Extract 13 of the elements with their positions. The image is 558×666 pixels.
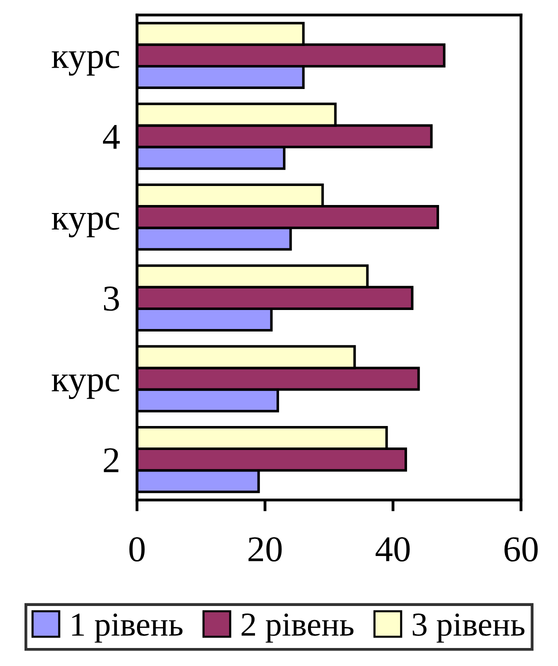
- y-tick-label: 2: [104, 448, 118, 472]
- y-tick-label: курс: [52, 212, 120, 238]
- y-tick-label: 4: [102, 125, 120, 149]
- x-tick-label: 40: [376, 537, 410, 562]
- legend-label: 3 рівень: [412, 613, 524, 643]
- y-tick-label: 3: [104, 286, 119, 311]
- x-tick-label: 0: [129, 537, 145, 562]
- x-tick-label: 60: [504, 537, 538, 562]
- y-tick-label: курс: [52, 50, 120, 76]
- legend-label: 2 рівень: [242, 613, 354, 643]
- y-tick-label: курс: [52, 374, 120, 400]
- x-tick-label: 20: [248, 537, 282, 562]
- legend-label: 1 рівень: [72, 613, 183, 643]
